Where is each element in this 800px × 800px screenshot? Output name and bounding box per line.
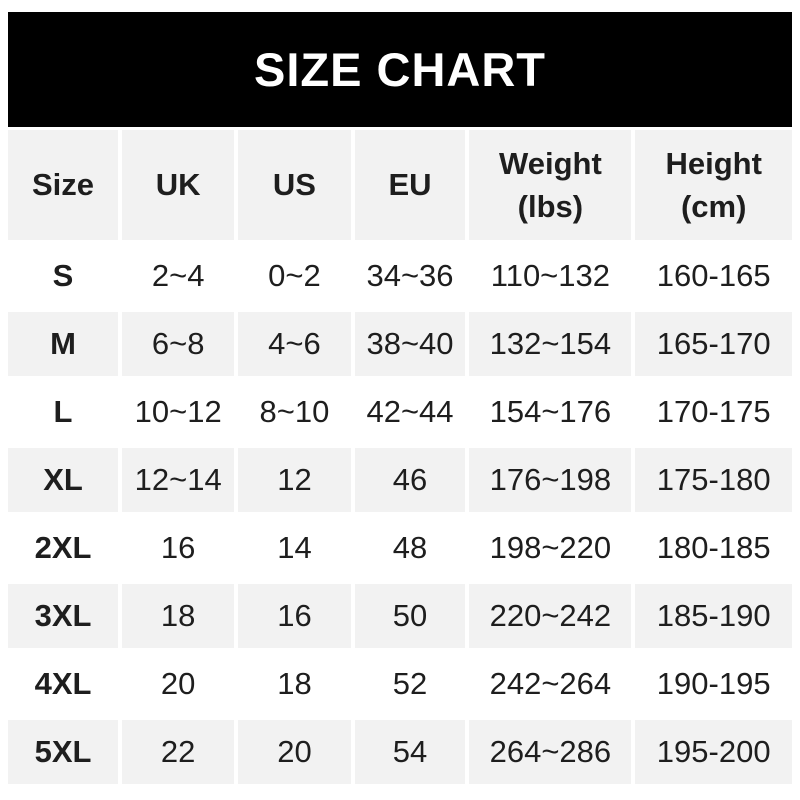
title-banner: SIZE CHART: [8, 12, 792, 127]
size-label-cell: 2XL: [8, 516, 119, 580]
column-header-weight: Weight (lbs): [469, 130, 632, 240]
eu-size-cell: 46: [354, 448, 466, 512]
uk-size-cell: 20: [122, 652, 235, 716]
uk-size-cell: 12~14: [122, 448, 235, 512]
height-range-cell: 160-165: [635, 244, 792, 308]
height-range-cell: 180-185: [635, 516, 792, 580]
uk-size-cell: 22: [122, 720, 235, 784]
column-header-label: US: [272, 167, 316, 203]
column-header-uk: UK: [122, 130, 235, 240]
size-label-cell: 5XL: [8, 720, 119, 784]
column-header-height: Height (cm): [635, 130, 792, 240]
height-range-cell: 195-200: [635, 720, 792, 784]
column-header-label: Weight: [499, 145, 602, 181]
size-label-cell: S: [8, 244, 119, 308]
height-range-cell: 175-180: [635, 448, 792, 512]
weight-range-cell: 132~154: [469, 312, 632, 376]
column-header-label: Size: [31, 167, 95, 203]
column-header-size: Size: [8, 130, 119, 240]
height-range-cell: 185-190: [635, 584, 792, 648]
size-label-cell: L: [8, 380, 119, 444]
us-size-cell: 4~6: [238, 312, 351, 376]
uk-size-cell: 2~4: [122, 244, 235, 308]
eu-size-cell: 52: [354, 652, 466, 716]
column-header-label: EU: [388, 167, 432, 203]
eu-size-cell: 50: [354, 584, 466, 648]
size-label-cell: M: [8, 312, 119, 376]
eu-size-cell: 48: [354, 516, 466, 580]
column-header-label: Height: [665, 145, 762, 181]
weight-range-cell: 198~220: [469, 516, 632, 580]
column-header-sublabel: (cm): [680, 189, 747, 224]
us-size-cell: 0~2: [238, 244, 351, 308]
weight-range-cell: 264~286: [469, 720, 632, 784]
us-size-cell: 18: [238, 652, 351, 716]
us-size-cell: 16: [238, 584, 351, 648]
size-table: Size UK US EU Weight (lbs) Height (cm) S…: [8, 130, 792, 784]
size-label-cell: XL: [8, 448, 119, 512]
uk-size-cell: 18: [122, 584, 235, 648]
weight-range-cell: 242~264: [469, 652, 632, 716]
uk-size-cell: 16: [122, 516, 235, 580]
weight-range-cell: 110~132: [469, 244, 632, 308]
column-header-us: US: [238, 130, 351, 240]
column-header-label: UK: [155, 167, 201, 203]
column-header-eu: EU: [354, 130, 466, 240]
eu-size-cell: 38~40: [354, 312, 466, 376]
us-size-cell: 12: [238, 448, 351, 512]
weight-range-cell: 176~198: [469, 448, 632, 512]
eu-size-cell: 54: [354, 720, 466, 784]
eu-size-cell: 34~36: [354, 244, 466, 308]
size-label-cell: 3XL: [8, 584, 119, 648]
uk-size-cell: 6~8: [122, 312, 235, 376]
page-title: SIZE CHART: [254, 43, 546, 96]
height-range-cell: 190-195: [635, 652, 792, 716]
eu-size-cell: 42~44: [354, 380, 466, 444]
column-header-sublabel: (lbs): [517, 189, 584, 224]
height-range-cell: 165-170: [635, 312, 792, 376]
size-chart-page: SIZE CHART Size UK US EU Weight (lbs) He…: [8, 12, 792, 784]
weight-range-cell: 220~242: [469, 584, 632, 648]
uk-size-cell: 10~12: [122, 380, 235, 444]
height-range-cell: 170-175: [635, 380, 792, 444]
weight-range-cell: 154~176: [469, 380, 632, 444]
us-size-cell: 20: [238, 720, 351, 784]
us-size-cell: 8~10: [238, 380, 351, 444]
us-size-cell: 14: [238, 516, 351, 580]
size-label-cell: 4XL: [8, 652, 119, 716]
